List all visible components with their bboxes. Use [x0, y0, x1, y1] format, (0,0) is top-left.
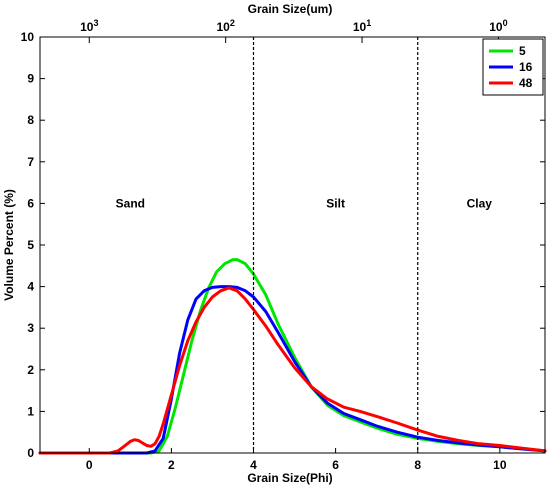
legend-label-5: 5 — [519, 44, 526, 58]
y-tick-label-2: 2 — [27, 363, 34, 377]
y-tick-label-0: 0 — [27, 446, 34, 460]
x-tick-label-2: 2 — [168, 458, 175, 472]
series-layer — [38, 258, 547, 455]
top-tick-exponent: 2 — [230, 18, 235, 28]
top-tick-base: 10 — [489, 20, 503, 34]
y-tick-label-8: 8 — [27, 113, 34, 127]
top-tick-label-1: 102 — [216, 18, 234, 34]
x-tick-label-0: 0 — [86, 458, 93, 472]
y-tick-label-9: 9 — [27, 72, 34, 86]
x-axis-title: Grain Size(Phi) — [247, 471, 332, 485]
top-axis-title: Grain Size(um) — [248, 2, 333, 16]
x-tick-label-8: 8 — [414, 458, 421, 472]
y-axis-title: Volume Percent (%) — [2, 189, 16, 301]
annotation-layer: Sand Silt Clay — [116, 37, 493, 453]
plot-background — [40, 37, 545, 453]
zone-label-silt: Silt — [326, 196, 345, 210]
zone-label-sand: Sand — [116, 196, 145, 210]
x-tick-label-10: 10 — [493, 458, 507, 472]
top-tick-exponent: 0 — [503, 18, 508, 28]
top-tick-exponent: 1 — [366, 18, 371, 28]
y-tick-label-10: 10 — [21, 30, 35, 44]
zone-label-clay: Clay — [467, 196, 493, 210]
top-tick-label-3: 100 — [489, 18, 507, 34]
top-tick-base: 10 — [353, 20, 367, 34]
y-tick-label-1: 1 — [27, 404, 34, 418]
top-tick-base: 10 — [80, 20, 94, 34]
legend-label-16: 16 — [519, 60, 533, 74]
x-tick-label-6: 6 — [332, 458, 339, 472]
series-line-48 — [38, 286, 547, 455]
axes-layer: 024681001234567891010310210110010-1 — [21, 18, 546, 472]
y-tick-label-5: 5 — [27, 238, 34, 252]
top-tick-exponent: 3 — [93, 18, 98, 28]
y-tick-label-7: 7 — [27, 155, 34, 169]
top-tick-label-2: 101 — [353, 18, 371, 34]
legend: 5 16 48 — [482, 38, 544, 96]
y-tick-label-6: 6 — [27, 196, 34, 210]
plot-area — [40, 37, 545, 453]
x-tick-label-4: 4 — [250, 458, 257, 472]
y-tick-label-4: 4 — [27, 280, 34, 294]
top-tick-label-0: 103 — [80, 18, 98, 34]
legend-label-48: 48 — [519, 76, 533, 90]
series-line-16 — [38, 285, 547, 455]
top-tick-base: 10 — [216, 20, 230, 34]
y-tick-label-3: 3 — [27, 321, 34, 335]
